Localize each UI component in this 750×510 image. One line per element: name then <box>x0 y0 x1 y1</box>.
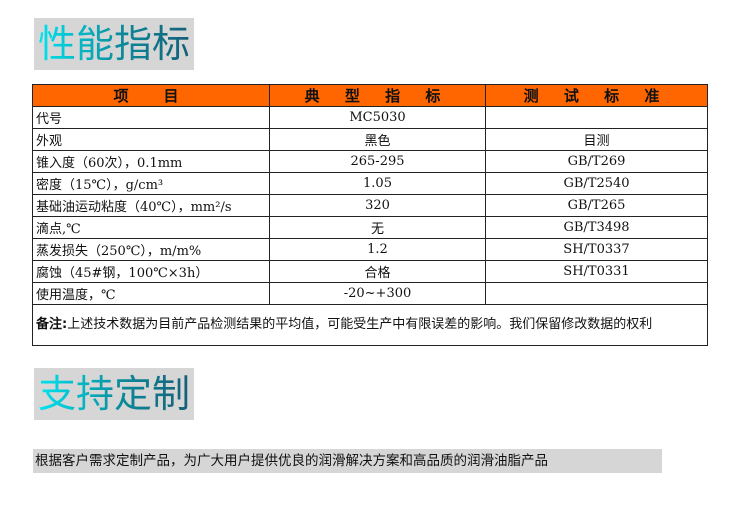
standard-cell: SH/T0337 <box>485 238 708 261</box>
table-row: 基础油运动粘度（40℃），mm²/s 320 GB/T265 <box>32 194 708 217</box>
header-standard: 测 试 标 准 <box>485 84 708 107</box>
standard-cell: GB/T265 <box>485 194 708 217</box>
custom-description: 根据客户需求定制产品，为广大用户提供优良的润滑解决方案和高品质的润滑油脂产品 <box>33 449 662 473</box>
table-row: 外观 黑色 目测 <box>32 128 708 151</box>
standard-cell: GB/T269 <box>485 150 708 173</box>
value-cell: MC5030 <box>269 106 486 129</box>
table-row: 腐蚀（45#钢，100℃×3h） 合格 SH/T0331 <box>32 260 708 283</box>
item-cell: 滴点,℃ <box>32 216 270 239</box>
standard-cell: GB/T2540 <box>485 172 708 195</box>
item-cell: 蒸发损失（250℃），m/m% <box>32 238 270 261</box>
header-typical: 典 型 指 标 <box>269 84 486 107</box>
value-cell: 1.2 <box>269 238 486 261</box>
item-cell: 使用温度，℃ <box>32 282 270 305</box>
note-text: 上述技术数据为目前产品检测结果的平均值，可能受生产中有限误差的影响。我们保留修改… <box>67 317 653 332</box>
item-cell: 腐蚀（45#钢，100℃×3h） <box>32 260 270 283</box>
table-header-row: 项 目 典 型 指 标 测 试 标 准 <box>32 84 708 107</box>
item-cell: 代号 <box>32 106 270 129</box>
section-title-performance: 性能指标 <box>34 18 195 70</box>
section-title-custom: 支持定制 <box>34 368 195 420</box>
value-cell: 合格 <box>269 260 486 283</box>
table-row: 密度（15℃），g/cm³ 1.05 GB/T2540 <box>32 172 708 195</box>
standard-cell: 目测 <box>485 128 708 151</box>
standard-cell: SH/T0331 <box>485 260 708 283</box>
value-cell: 黑色 <box>269 128 486 151</box>
item-cell: 锥入度（60次），0.1mm <box>32 150 270 173</box>
table-row: 代号 MC5030 <box>32 106 708 129</box>
standard-cell <box>485 282 708 305</box>
item-cell: 密度（15℃），g/cm³ <box>32 172 270 195</box>
item-cell: 基础油运动粘度（40℃），mm²/s <box>32 194 270 217</box>
note-cell: 备注:上述技术数据为目前产品检测结果的平均值，可能受生产中有限误差的影响。我们保… <box>32 304 708 346</box>
header-item: 项 目 <box>32 84 270 107</box>
standard-cell: GB/T3498 <box>485 216 708 239</box>
value-cell: 320 <box>269 194 486 217</box>
table-row: 使用温度，℃ -20~+300 <box>32 282 708 305</box>
note-row: 备注:上述技术数据为目前产品检测结果的平均值，可能受生产中有限误差的影响。我们保… <box>32 304 708 346</box>
value-cell: 1.05 <box>269 172 486 195</box>
note-label: 备注: <box>36 317 68 332</box>
table-row: 滴点,℃ 无 GB/T3498 <box>32 216 708 239</box>
value-cell: -20~+300 <box>269 282 486 305</box>
value-cell: 265-295 <box>269 150 486 173</box>
table-row: 锥入度（60次），0.1mm 265-295 GB/T269 <box>32 150 708 173</box>
item-cell: 外观 <box>32 128 270 151</box>
table-row: 蒸发损失（250℃），m/m% 1.2 SH/T0337 <box>32 238 708 261</box>
value-cell: 无 <box>269 216 486 239</box>
standard-cell <box>485 106 708 129</box>
spec-table: 项 目 典 型 指 标 测 试 标 准 代号 MC5030 外观 黑色 目测 锥入度（60… <box>32 84 708 346</box>
